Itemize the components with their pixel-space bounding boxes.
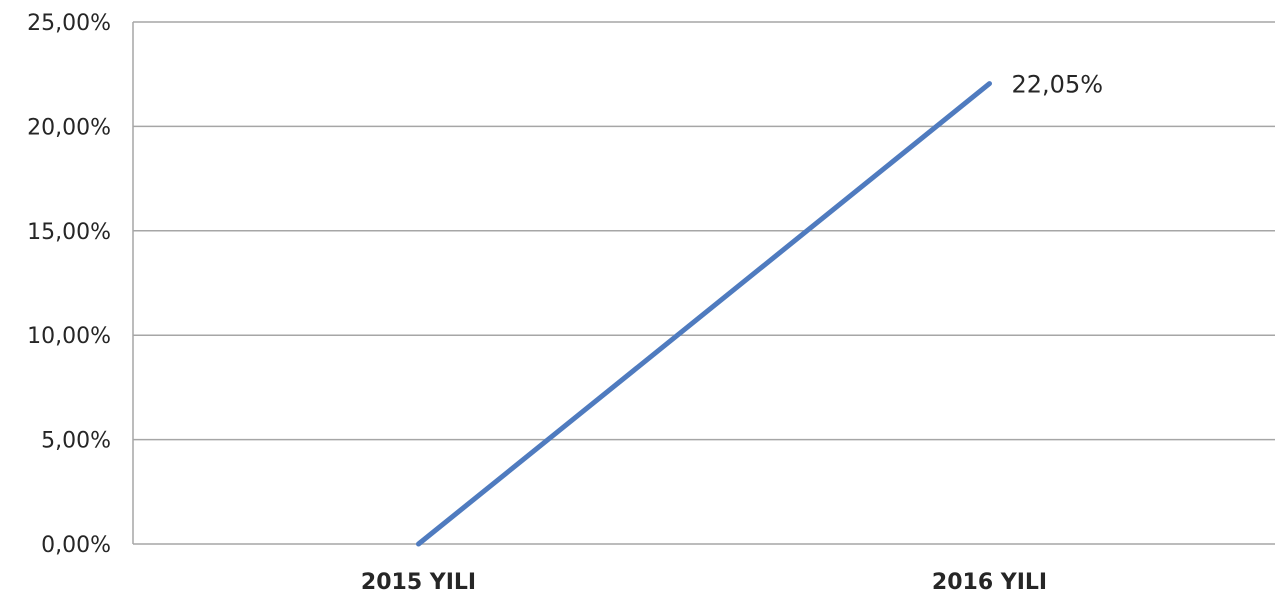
x-axis-category-labels: 2015 YILI 2016 YILI (361, 570, 1047, 595)
y-tick-label: 20,00% (27, 115, 111, 140)
x-category-label: 2016 YILI (932, 570, 1047, 595)
x-category-label: 2015 YILI (361, 570, 476, 595)
data-labels: 22,05% (1012, 71, 1104, 99)
y-tick-label: 15,00% (27, 220, 111, 245)
y-tick-label: 10,00% (27, 324, 111, 349)
y-axis-tick-labels: 0,00% 5,00% 10,00% 15,00% 20,00% 25,00% (27, 11, 111, 558)
y-tick-label: 0,00% (41, 533, 111, 558)
data-label: 22,05% (1012, 71, 1104, 99)
y-tick-label: 25,00% (27, 11, 111, 36)
gridlines (133, 21, 1275, 545)
series-line-0 (416, 81, 992, 547)
y-tick-label: 5,00% (41, 429, 111, 454)
series-lines (416, 81, 992, 547)
